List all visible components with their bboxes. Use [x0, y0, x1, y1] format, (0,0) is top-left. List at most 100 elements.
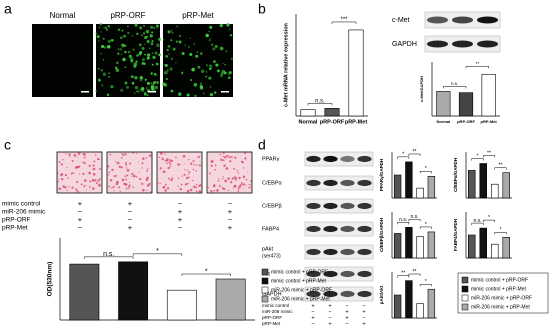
stain-dot [75, 188, 78, 191]
stain-dot [137, 161, 139, 163]
cell-dot [209, 86, 212, 88]
blot [304, 175, 374, 191]
stain-dot [126, 168, 130, 172]
panel-label: a [4, 1, 12, 17]
cell-dot [151, 52, 154, 54]
blot-label: PPARγ [262, 156, 280, 162]
row-label: pRP-Met [2, 225, 28, 232]
stain-dot [111, 168, 114, 172]
cell-dot [134, 76, 138, 80]
stain-dot [125, 187, 128, 190]
significance-bracket [419, 171, 432, 174]
sign: + [128, 223, 133, 232]
cell-dot [129, 57, 134, 61]
cell-dot [214, 45, 218, 48]
blot-band [323, 290, 338, 298]
stain-dot [94, 179, 97, 182]
cell-dot [166, 48, 169, 52]
stain-dot [208, 172, 211, 175]
legend-label: mimic control + pRP-ORF [471, 277, 528, 283]
stain-dot [217, 180, 220, 182]
cell-dot [95, 32, 98, 35]
cell-dot [175, 40, 179, 43]
cell-dot [181, 71, 184, 74]
cell-dot [212, 47, 216, 51]
sign: − [362, 315, 365, 321]
stain-dot [197, 155, 200, 159]
stain-dot [66, 189, 68, 191]
significance: * [425, 222, 427, 228]
blot-band [323, 202, 338, 210]
stain-dot [174, 156, 177, 159]
stain-dot [99, 178, 101, 180]
cell-dot [117, 48, 120, 50]
cell-dot [141, 46, 145, 50]
stain-dot [199, 184, 202, 187]
stain-dot [161, 156, 163, 159]
cell-dot [175, 61, 177, 64]
cell-dot [187, 45, 190, 49]
significance-bracket [494, 232, 507, 235]
stain-dot [192, 160, 195, 162]
stain-dot [78, 165, 81, 168]
blot-band [340, 179, 355, 187]
legend-box [457, 272, 549, 314]
cell-dot [226, 23, 230, 27]
stain-dot [242, 183, 245, 186]
cell-dot [230, 57, 233, 60]
stain-dot [190, 162, 193, 166]
stain-dot [68, 185, 70, 188]
sign: − [78, 207, 83, 216]
stain-dot [124, 183, 128, 186]
significance: ** [499, 163, 503, 169]
stain-dot [141, 157, 145, 160]
cell-dot [139, 88, 142, 91]
significance: * [425, 166, 427, 172]
stain-dot [120, 166, 123, 169]
stain-dot [186, 169, 189, 171]
stain-dot [74, 166, 78, 169]
cell-dot [155, 74, 158, 76]
stain-dot [57, 180, 59, 183]
stain-dot [237, 190, 240, 193]
sign: − [311, 321, 314, 327]
stain-dot [188, 158, 190, 161]
stain-dot [171, 177, 174, 180]
stain-dot [76, 180, 79, 184]
cell-dot [126, 32, 129, 34]
cell-dot [216, 69, 220, 73]
micrograph [32, 24, 93, 97]
y-axis-label: C/EBPβ/GAPDH [379, 218, 384, 252]
stain-dot [231, 177, 234, 180]
blot [304, 221, 374, 237]
stain-dot [139, 177, 142, 181]
stain-dot [234, 177, 237, 180]
significance: n.s. [473, 218, 481, 224]
blot-band [323, 155, 338, 163]
stain-dot [99, 168, 101, 171]
stain-dot [170, 179, 173, 182]
cell-dot [150, 25, 154, 29]
stain-dot [245, 156, 247, 158]
micrograph [96, 24, 160, 97]
stain-dot [228, 156, 231, 159]
x-tick-label: pRP-Met [481, 119, 498, 124]
stain-dot [223, 164, 226, 168]
cell-dot [227, 76, 231, 80]
cell-dot [189, 52, 193, 57]
legend-swatch [461, 303, 469, 311]
bar [348, 29, 364, 117]
stain-dot [99, 185, 101, 187]
cell-dot [209, 92, 214, 97]
cell-dot [163, 83, 168, 87]
significance-bracket [408, 273, 421, 276]
blot-label: FABP4 [262, 226, 279, 232]
cell-dot [184, 44, 186, 46]
stain-dot [183, 173, 186, 176]
stain-dot [124, 175, 127, 178]
cell-dot [199, 85, 204, 89]
stain-dot [188, 176, 190, 179]
stain-dot [83, 179, 87, 182]
stain-dot [94, 154, 97, 156]
stain-dot [207, 186, 210, 189]
